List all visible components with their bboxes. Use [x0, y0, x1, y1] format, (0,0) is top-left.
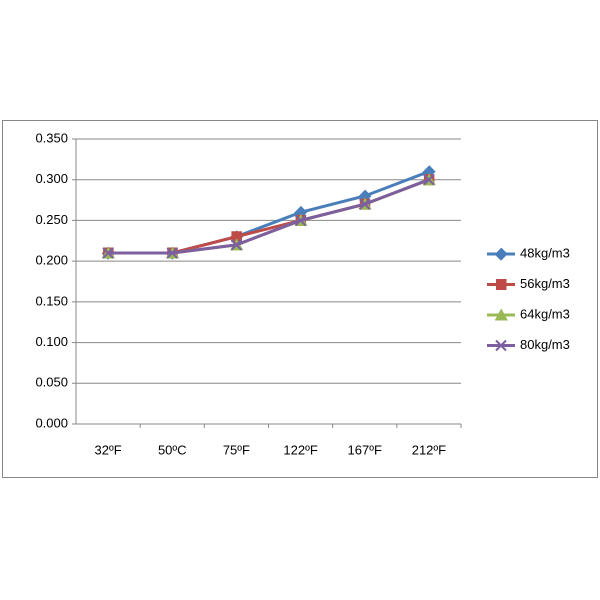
data-point [102, 247, 114, 259]
data-point [359, 198, 371, 210]
legend-marker [495, 339, 507, 352]
legend-label: 64kg/m3 [520, 306, 570, 321]
y-tick-label: 0.200 [35, 253, 68, 268]
y-tick-label: 0.150 [35, 293, 68, 308]
data-point [423, 174, 435, 186]
y-tick-label: 0.350 [35, 130, 68, 145]
legend-marker [494, 247, 508, 261]
y-tick-label: 0.250 [35, 212, 68, 227]
x-tick-label: 212ºF [412, 442, 446, 457]
x-tick-label: 50ºC [158, 442, 187, 457]
legend-marker [495, 308, 508, 321]
legend-label: 80kg/m3 [520, 337, 570, 352]
y-tick-label: 0.000 [35, 415, 68, 430]
data-point [294, 214, 307, 227]
x-tick-label: 122ºF [283, 442, 317, 457]
x-tick-label: 75ºF [223, 442, 250, 457]
y-tick-label: 0.300 [35, 171, 68, 186]
data-point [166, 247, 178, 259]
series-line [108, 178, 430, 255]
x-tick-label: 167ºF [348, 442, 382, 457]
x-tick-label: 32ºF [95, 442, 122, 457]
data-point [230, 239, 243, 251]
legend-label: 48kg/m3 [520, 245, 570, 260]
y-tick-label: 0.100 [35, 334, 68, 349]
legend-marker [496, 279, 507, 290]
y-tick-label: 0.050 [35, 375, 68, 390]
legend-label: 56kg/m3 [520, 276, 570, 291]
